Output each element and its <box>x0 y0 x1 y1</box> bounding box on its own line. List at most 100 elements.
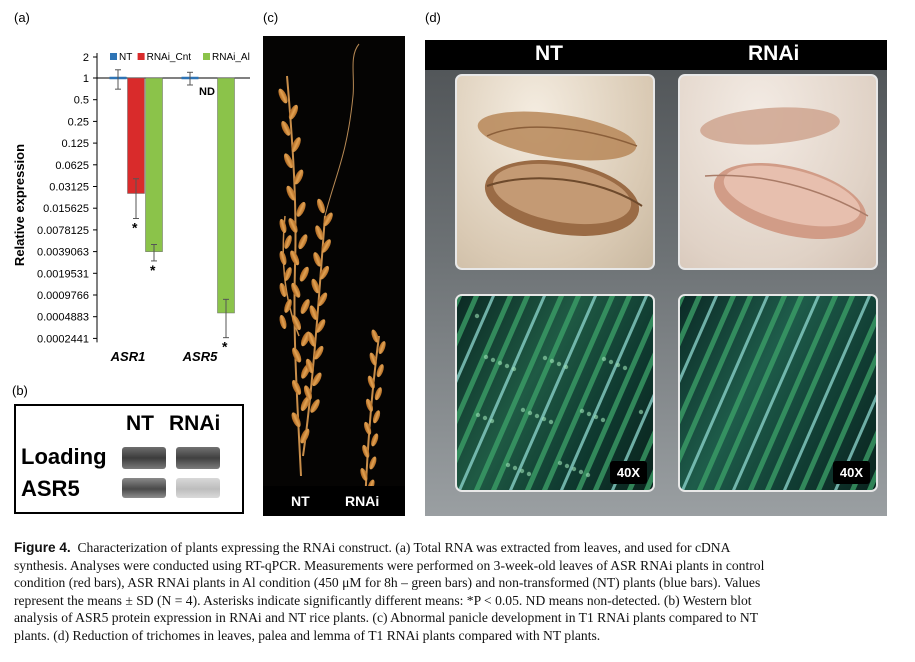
trichome <box>519 468 525 474</box>
rnai-magnification-badge: 40X <box>832 461 870 484</box>
rice-grain <box>291 412 301 428</box>
leaf-vein <box>680 296 686 308</box>
legend-label: NT <box>119 52 132 63</box>
trichome <box>556 361 562 367</box>
blot-col-nt: NT <box>126 412 154 435</box>
trichome <box>601 356 607 362</box>
rice-grain <box>314 345 324 360</box>
leaf-vein <box>592 352 653 490</box>
caption-line-4: represent the means ± SD (N = 4). Asteri… <box>14 592 752 608</box>
y-tick-label: 2 <box>83 52 89 64</box>
rice-grain <box>323 212 333 227</box>
caption-line-3: condition (red bars), ASR RNAi plants in… <box>14 575 761 590</box>
leaf-vein <box>524 296 616 490</box>
y-tick-label: 0.0002441 <box>37 333 89 345</box>
panel-label-d: (d) <box>425 10 441 25</box>
rice-grain <box>311 278 320 294</box>
leaf-vein <box>508 296 598 490</box>
leaf-vein <box>680 296 719 384</box>
legend-swatch <box>110 53 117 60</box>
trichome <box>520 407 526 413</box>
trichome <box>557 460 563 466</box>
rice-grain <box>278 88 288 104</box>
trichome <box>497 360 503 366</box>
rice-grain <box>372 410 381 424</box>
trichome <box>579 408 585 414</box>
leaf-vein <box>680 296 737 425</box>
y-tick-label: 0.25 <box>68 116 89 128</box>
rice-grain <box>296 201 306 217</box>
y-tick-label: 0.0019531 <box>37 268 89 280</box>
rnai-seed-image <box>678 74 878 270</box>
leaf-vein <box>643 469 653 490</box>
trichome <box>526 471 532 477</box>
rice-grain <box>319 265 330 280</box>
band-asr5-rnai <box>176 478 220 498</box>
rice-grain <box>290 250 300 266</box>
blot-row-loading: Loading <box>21 444 107 469</box>
not-detected-label: ND <box>199 86 215 98</box>
trichome-header: NT RNAi <box>425 40 887 70</box>
leaf-vein <box>815 352 876 490</box>
leaf-vein <box>680 296 770 490</box>
rice-grain <box>294 169 304 185</box>
rice-grain <box>374 387 382 401</box>
leaf-vein <box>680 296 754 464</box>
panicle-photo: NT RNAi <box>263 36 405 516</box>
y-tick-label: 0.0004883 <box>37 312 89 324</box>
bar <box>145 77 163 252</box>
legend-label: RNAi_Cnt <box>147 52 192 63</box>
rice-grain <box>371 433 379 447</box>
trichome-col-rnai: RNAi <box>748 42 800 65</box>
caption-line-6: plants. (d) Reduction of trichomes in le… <box>14 627 601 643</box>
leaf-vein <box>696 296 788 490</box>
leaf-vein <box>866 469 876 490</box>
panel-label-b: (b) <box>12 383 28 398</box>
y-tick-label: 0.0039063 <box>37 247 89 259</box>
trichome <box>622 365 628 371</box>
rice-grain <box>365 398 374 412</box>
trichome <box>571 466 577 472</box>
rice-grain <box>369 352 377 366</box>
band-asr5-nt <box>122 478 166 498</box>
band-loading-rnai <box>176 447 220 469</box>
nt-seed-image <box>455 74 655 270</box>
y-tick-label: 0.0625 <box>55 160 89 172</box>
rice-grain <box>291 315 302 331</box>
leaf-vein <box>457 296 547 490</box>
blot-row-asr5: ASR5 <box>21 476 80 501</box>
trichome <box>593 414 599 420</box>
rice-grain <box>279 283 287 297</box>
rice-grain <box>292 347 302 363</box>
rice-grain <box>305 358 314 374</box>
trichome <box>578 469 584 475</box>
rice-grain <box>317 198 325 214</box>
y-tick-label: 0.03125 <box>49 182 89 194</box>
legend-label: RNAi_Al <box>212 52 250 63</box>
trichome <box>615 362 621 368</box>
rice-grain <box>376 364 384 378</box>
leaf-vein <box>541 296 633 490</box>
panicle-label-nt: NT <box>291 493 310 509</box>
caption-line-1: Figure 4. Characterization of plants exp… <box>14 539 904 557</box>
leaf-vein <box>559 296 649 490</box>
rnai-leaf-image: 40X <box>678 294 878 492</box>
trichome <box>600 417 606 423</box>
leaf-vein <box>575 313 653 490</box>
rice-grain <box>284 299 292 313</box>
rice-grain <box>288 104 299 120</box>
rice-grain <box>284 267 292 281</box>
rice-grain <box>300 428 310 444</box>
y-axis-label: Relative expression <box>12 144 27 266</box>
rice-grain <box>303 385 312 400</box>
rice-grain <box>317 292 328 307</box>
trichome <box>483 354 489 360</box>
trichome <box>490 357 496 363</box>
legend-swatch <box>203 53 210 60</box>
rice-grain <box>279 315 287 329</box>
rice-grain <box>299 266 309 282</box>
y-tick-label: 0.015625 <box>43 203 89 215</box>
trichome <box>586 411 592 417</box>
x-category-label: ASR1 <box>110 349 146 364</box>
panel-label-c: (c) <box>263 10 279 25</box>
